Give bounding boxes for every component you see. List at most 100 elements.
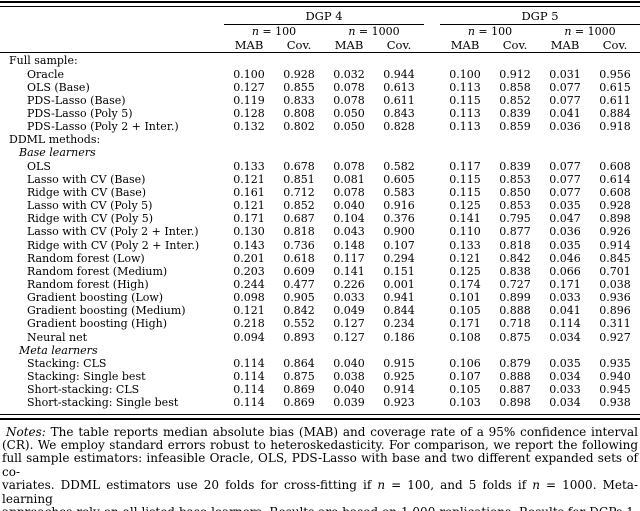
value-cell: 0.115 bbox=[449, 93, 481, 107]
value-cell: 0.114 bbox=[549, 317, 581, 331]
value-cell: 0.869 bbox=[283, 383, 315, 397]
column-gap bbox=[424, 120, 440, 133]
value-cell: 0.605 bbox=[383, 172, 415, 186]
value-cell: 0.718 bbox=[499, 317, 531, 331]
row-label: Random forest (High) bbox=[27, 278, 149, 291]
value-cell: 0.940 bbox=[599, 370, 631, 384]
notes-line: full sample estimators: infeasible Oracl… bbox=[2, 452, 638, 479]
value-cell: 0.582 bbox=[383, 159, 415, 173]
value-cell: 0.864 bbox=[283, 356, 315, 370]
table-row: PDS-Lasso (Poly 5) 0.128 0.808 0.050 0.843 0.… bbox=[0, 107, 640, 120]
value-cell: 0.843 bbox=[383, 106, 415, 120]
value-cell: 0.141 bbox=[333, 264, 365, 278]
value-cell: 0.945 bbox=[599, 383, 631, 397]
value-cell: 0.094 bbox=[233, 330, 265, 344]
value-cell: 0.611 bbox=[599, 93, 631, 107]
value-cell: 0.912 bbox=[499, 67, 531, 81]
value-cell: 0.226 bbox=[333, 278, 365, 291]
row-label: Random forest (Medium) bbox=[27, 264, 168, 278]
value-cell: 0.853 bbox=[499, 199, 531, 213]
column-gap bbox=[424, 173, 440, 186]
value-cell: 0.132 bbox=[233, 120, 265, 134]
value-cell: 0.105 bbox=[449, 304, 481, 318]
row-label: Random forest (Low) bbox=[27, 251, 145, 265]
value-cell: 0.106 bbox=[449, 356, 481, 370]
subsection-text: Base learners bbox=[19, 146, 96, 160]
value-cell: 0.927 bbox=[599, 330, 631, 344]
value-cell: 0.583 bbox=[383, 185, 415, 199]
value-cell: 0.887 bbox=[499, 383, 531, 397]
value-cell: 0.838 bbox=[499, 264, 531, 278]
value-cell: 0.107 bbox=[449, 370, 481, 384]
table-row: Meta learners bbox=[0, 344, 640, 357]
bottom-double-rule bbox=[0, 413, 640, 420]
value-cell: 0.926 bbox=[599, 225, 631, 239]
value-cell: 0.038 bbox=[599, 278, 631, 291]
column-gap bbox=[424, 160, 440, 173]
section-label: Full sample: bbox=[9, 54, 78, 68]
value-cell: 0.035 bbox=[549, 356, 581, 370]
value-cell: 0.936 bbox=[599, 291, 631, 305]
value-cell: 0.802 bbox=[283, 120, 315, 134]
value-cell: 0.818 bbox=[499, 238, 531, 252]
value-cell: 0.736 bbox=[283, 238, 315, 252]
value-cell: 0.050 bbox=[333, 120, 365, 134]
math-n: n bbox=[467, 24, 475, 38]
value-cell: 0.031 bbox=[549, 67, 581, 81]
value-cell: 0.203 bbox=[233, 264, 265, 278]
column-gap bbox=[424, 265, 440, 278]
column-gap bbox=[424, 278, 440, 291]
value-cell: 0.032 bbox=[333, 67, 365, 81]
column-gap bbox=[424, 81, 440, 94]
value-cell: 0.477 bbox=[283, 278, 315, 291]
value-cell: 0.935 bbox=[599, 356, 631, 370]
value-cell: 0.842 bbox=[283, 304, 315, 318]
value-cell: 0.104 bbox=[333, 212, 365, 226]
row-label: PDS-Lasso (Poly 5) bbox=[27, 106, 133, 120]
value-cell: 0.818 bbox=[283, 225, 315, 239]
column-header-cov: Cov. bbox=[374, 37, 424, 53]
value-cell: 0.898 bbox=[599, 212, 631, 226]
value-cell: 0.900 bbox=[383, 225, 415, 239]
value-cell: 0.078 bbox=[333, 80, 365, 94]
column-gap bbox=[424, 212, 440, 225]
text: full sample estimators: infeasible Oracl… bbox=[2, 451, 638, 479]
value-cell: 0.039 bbox=[333, 396, 365, 410]
value-cell: 0.101 bbox=[449, 291, 481, 305]
text: approaches rely on all listed base learn… bbox=[2, 505, 638, 511]
value-cell: 0.115 bbox=[449, 185, 481, 199]
group-label: DGP 5 bbox=[521, 8, 559, 23]
value-cell: 0.034 bbox=[549, 370, 581, 384]
value-cell: 0.608 bbox=[599, 185, 631, 199]
column-header-cov: Cov. bbox=[274, 37, 324, 53]
value-cell: 0.869 bbox=[283, 396, 315, 410]
text: = 1000 bbox=[355, 24, 400, 38]
value-cell: 0.845 bbox=[599, 251, 631, 265]
table-row: Stacking: CLS 0.114 0.864 0.040 0.915 0.106 0.… bbox=[0, 357, 640, 370]
column-gap bbox=[424, 186, 440, 199]
value-cell: 0.113 bbox=[449, 106, 481, 120]
value-cell: 0.218 bbox=[233, 317, 265, 331]
row-label: Stacking: CLS bbox=[27, 356, 107, 370]
value-cell: 0.050 bbox=[333, 106, 365, 120]
column-gap bbox=[424, 24, 440, 38]
value-cell: 0.875 bbox=[499, 330, 531, 344]
value-cell: 0.077 bbox=[549, 93, 581, 107]
value-cell: 0.618 bbox=[283, 251, 315, 265]
subsection-label: Base learners bbox=[0, 146, 640, 159]
value-cell: 0.701 bbox=[599, 264, 631, 278]
value-cell: 0.034 bbox=[549, 396, 581, 410]
value-cell: 0.130 bbox=[233, 225, 265, 239]
value-cell: 0.121 bbox=[449, 251, 481, 265]
value-cell: 0.877 bbox=[499, 225, 531, 239]
value-cell: 0.127 bbox=[233, 80, 265, 94]
value-cell: 0.125 bbox=[449, 199, 481, 213]
table-row: Neural net 0.094 0.893 0.127 0.186 0.108 0.875… bbox=[0, 331, 640, 344]
value-cell: 0.311 bbox=[599, 317, 631, 331]
value-cell: 0.128 bbox=[233, 106, 265, 120]
math-n: n bbox=[564, 24, 572, 38]
row-label: PDS-Lasso (Poly 2 + Inter.) bbox=[27, 120, 179, 134]
value-cell: 0.127 bbox=[333, 330, 365, 344]
value-cell: 0.143 bbox=[233, 238, 265, 252]
row-label: Ridge with CV (Base) bbox=[27, 185, 147, 199]
